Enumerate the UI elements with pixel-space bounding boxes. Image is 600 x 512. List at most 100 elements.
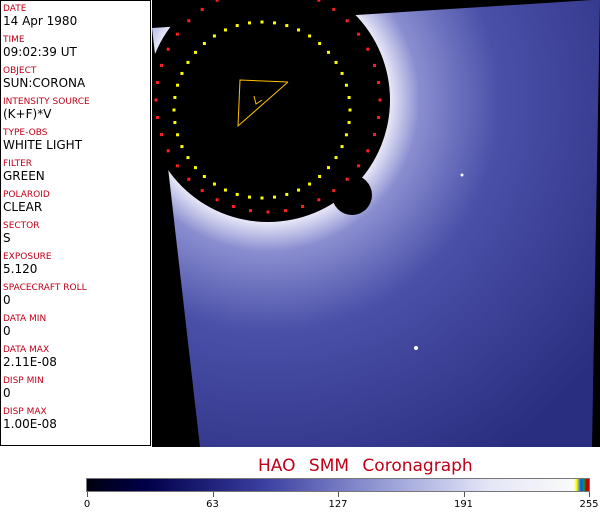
marker-dot bbox=[334, 60, 338, 64]
marker-dot bbox=[377, 80, 381, 84]
field-label: DATA MIN bbox=[3, 314, 47, 324]
marker-dot bbox=[377, 116, 381, 120]
marker-dot bbox=[348, 108, 352, 112]
red-dot-circle bbox=[154, 0, 382, 214]
field-value: SUN:CORONA bbox=[3, 76, 86, 90]
marker-dot bbox=[301, 205, 305, 209]
field-value: 1.00E-08 bbox=[3, 417, 57, 431]
marker-dot bbox=[166, 149, 170, 153]
field-label: EXPOSURE bbox=[3, 252, 52, 262]
marker-dot bbox=[187, 177, 191, 181]
marker-dot bbox=[345, 177, 349, 181]
field-label: INTENSITY SOURCE bbox=[3, 97, 90, 107]
field-value: WHITE LIGHT bbox=[3, 138, 83, 152]
field-label: OBJECT bbox=[3, 66, 37, 76]
marker-dot bbox=[340, 145, 344, 149]
marker-dot bbox=[172, 108, 176, 112]
yellow-dot-circle bbox=[172, 20, 352, 200]
coronagraph-image bbox=[146, 0, 600, 447]
field-value: GREEN bbox=[3, 169, 45, 183]
marker-dot bbox=[175, 164, 179, 168]
marker-dot bbox=[176, 83, 180, 87]
field-label: FILTER bbox=[3, 159, 33, 169]
marker-dot bbox=[297, 188, 301, 192]
marker-dot bbox=[186, 156, 190, 160]
yellow-outline bbox=[237, 79, 289, 128]
field-value: 0 bbox=[3, 386, 11, 400]
field-value: CLEAR bbox=[3, 200, 43, 214]
field-label: TYPE-OBS bbox=[3, 128, 48, 138]
marker-dot bbox=[247, 21, 251, 25]
marker-dot bbox=[176, 133, 180, 137]
marker-dot bbox=[202, 175, 206, 179]
marker-dot bbox=[347, 95, 351, 99]
marker-dot bbox=[308, 182, 312, 186]
marker-dot bbox=[223, 188, 227, 192]
marker-dot bbox=[212, 182, 216, 186]
field-value: S bbox=[3, 231, 11, 245]
marker-dot bbox=[175, 32, 179, 36]
marker-dot bbox=[273, 21, 277, 25]
marker-dot bbox=[318, 41, 322, 45]
marker-dot bbox=[193, 166, 197, 170]
colorbar-tick bbox=[338, 492, 339, 497]
marker-dot bbox=[223, 28, 227, 32]
field-value: 5.120 bbox=[3, 262, 38, 276]
image-title: HAO SMM Coronagraph bbox=[258, 456, 473, 476]
marker-dot bbox=[373, 133, 377, 137]
occulter-pylon bbox=[332, 175, 372, 215]
star bbox=[460, 173, 464, 177]
marker-dot bbox=[235, 192, 239, 196]
marker-dot bbox=[212, 34, 216, 38]
marker-dot bbox=[340, 71, 344, 75]
field-label: DATA MAX bbox=[3, 345, 50, 355]
marker-dot bbox=[327, 50, 331, 54]
marker-dot bbox=[154, 98, 158, 102]
colorbar-tick-label: 63 bbox=[206, 499, 219, 510]
marker-dot bbox=[159, 133, 163, 137]
marker-dot bbox=[173, 95, 177, 99]
marker-dot bbox=[200, 189, 204, 193]
marker-dot bbox=[202, 41, 206, 45]
marker-dot bbox=[248, 209, 252, 213]
field-value: 09:02:39 UT bbox=[3, 45, 77, 59]
yellow-outline-inner bbox=[253, 95, 263, 105]
marker-dot bbox=[231, 205, 235, 209]
marker-dot bbox=[332, 7, 336, 11]
marker-dot bbox=[285, 192, 289, 196]
marker-dot bbox=[347, 121, 351, 125]
marker-dot bbox=[373, 63, 377, 67]
marker-dot bbox=[366, 149, 370, 153]
marker-dot bbox=[260, 196, 264, 200]
marker-dot bbox=[344, 133, 348, 137]
colorbar-tick bbox=[87, 492, 88, 497]
marker-dot bbox=[317, 198, 321, 202]
marker-dot bbox=[193, 50, 197, 54]
star bbox=[414, 346, 418, 350]
marker-dot bbox=[318, 175, 322, 179]
colorbar-tick-label: 127 bbox=[328, 499, 348, 510]
marker-dot bbox=[155, 80, 159, 84]
marker-dot bbox=[215, 0, 219, 2]
marker-dot bbox=[357, 164, 361, 168]
colorbar-tick-label: 191 bbox=[453, 499, 474, 510]
field-label: DISP MIN bbox=[3, 376, 44, 386]
field-label: POLAROID bbox=[3, 190, 50, 200]
colorbar-tick-label: 255 bbox=[579, 499, 599, 510]
marker-dot bbox=[308, 34, 312, 38]
colorbar-tick bbox=[463, 492, 465, 497]
marker-dot bbox=[166, 47, 170, 51]
marker-dot bbox=[180, 71, 184, 75]
colorbar-tick-label: 0 bbox=[83, 499, 91, 510]
marker-dot bbox=[159, 63, 163, 67]
marker-dot bbox=[366, 47, 370, 51]
field-value: (K+F)*V bbox=[3, 107, 52, 121]
marker-dot bbox=[327, 166, 331, 170]
field-label: DATE bbox=[3, 4, 27, 14]
marker-dot bbox=[186, 60, 190, 64]
marker-dot bbox=[378, 98, 382, 102]
marker-dot bbox=[273, 195, 277, 199]
marker-dot bbox=[345, 19, 349, 23]
field-label: DISP MAX bbox=[3, 407, 47, 417]
field-value: 0 bbox=[3, 324, 11, 338]
